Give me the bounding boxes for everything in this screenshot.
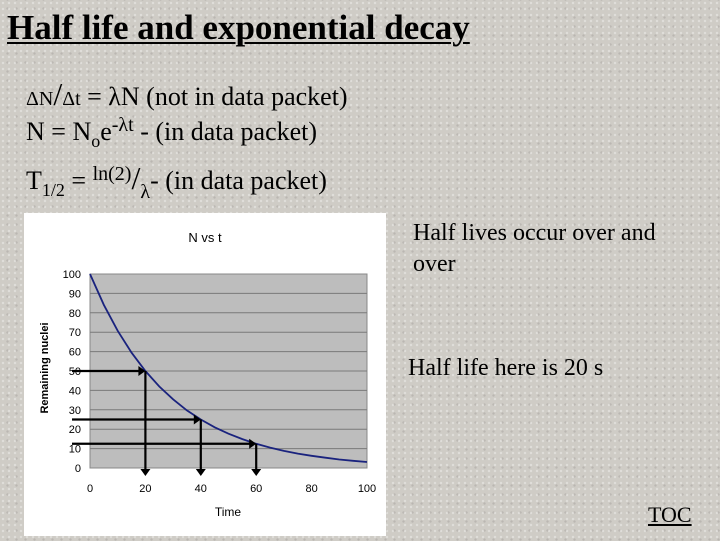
equation-half-life: T1/2 = ln(2)/λ- (in data packet) [26,160,327,203]
slide-title: Half life and exponential decay [7,8,470,47]
x-tick-label: 60 [250,483,262,495]
y-tick-label: 0 [75,463,81,475]
half-life-arrows [72,366,262,476]
subscript-half: 1/2 [41,180,65,200]
chart-title: N vs t [188,230,222,245]
equation-rest: = λN (not in data packet) [80,82,348,111]
x-tick-label: 0 [87,483,93,495]
equation-rate-law: ΔN/Δt = λN (not in data packet) [26,76,348,113]
y-tick-label: 90 [69,288,81,300]
x-tick-label: 80 [305,483,317,495]
x-axis-label: Time [215,505,242,519]
subscript-o: o [91,131,101,151]
y-tick-label: 30 [69,405,81,417]
t-text: T [26,166,42,195]
n-equals-text: N = N [26,117,92,146]
y-tick-label: 60 [69,347,81,359]
equation-rest: - (in data packet) [150,166,327,195]
ln2-text: ln(2) [92,163,132,185]
x-tick-label: 40 [195,483,207,495]
x-tick-label: 20 [139,483,151,495]
toc-link[interactable]: TOC [648,502,692,527]
fraction-slash: / [53,76,63,112]
y-tick-label: 80 [69,308,81,320]
delta-t-text: Δt [62,88,81,110]
decay-chart: 0 10 20 30 40 50 60 70 80 90 100 0 20 40 60 80 100 N vs… [24,213,386,536]
equals-text: = [64,166,93,195]
curve-group [89,273,368,463]
arrow-head [195,469,206,476]
half-lives-note: Half lives occur over and over [413,220,656,277]
equation-decay-law: N = Noe-λt - (in data packet) [26,114,318,151]
decay-chart-svg: 0 10 20 30 40 50 60 70 80 90 100 0 20 40 60 80 100 N vs… [24,213,386,536]
arrow-head [140,469,151,476]
fraction-slash: / [131,160,141,196]
y-tick-label: 20 [69,424,81,436]
half-life-value-note: Half life here is 20 s [408,355,604,381]
grid-lines [90,292,367,450]
y-tick-label: 50 [69,366,81,378]
y-tick-label: 70 [69,327,81,339]
equation-rest: - (in data packet) [133,117,318,146]
arrow-head [249,438,257,449]
y-axis-label: Remaining nuclei [39,322,51,413]
y-tick-label: 40 [69,385,81,397]
x-tick-label: 100 [358,483,376,495]
arrow-head [251,469,262,476]
y-tick-label: 100 [63,269,81,281]
exponent-text: -λt [111,114,134,136]
delta-n-text: ΔN [26,88,54,110]
arrow-head [193,414,201,425]
lambda-text: λ [140,181,151,203]
x-tick-labels: 0 20 40 60 80 100 [87,483,376,495]
y-tick-label: 10 [69,444,81,456]
arrow-head [138,366,146,376]
decay-curve-line [89,273,368,463]
y-tick-labels: 0 10 20 30 40 50 60 70 80 90 100 [63,269,81,475]
e-text: e [100,117,112,146]
